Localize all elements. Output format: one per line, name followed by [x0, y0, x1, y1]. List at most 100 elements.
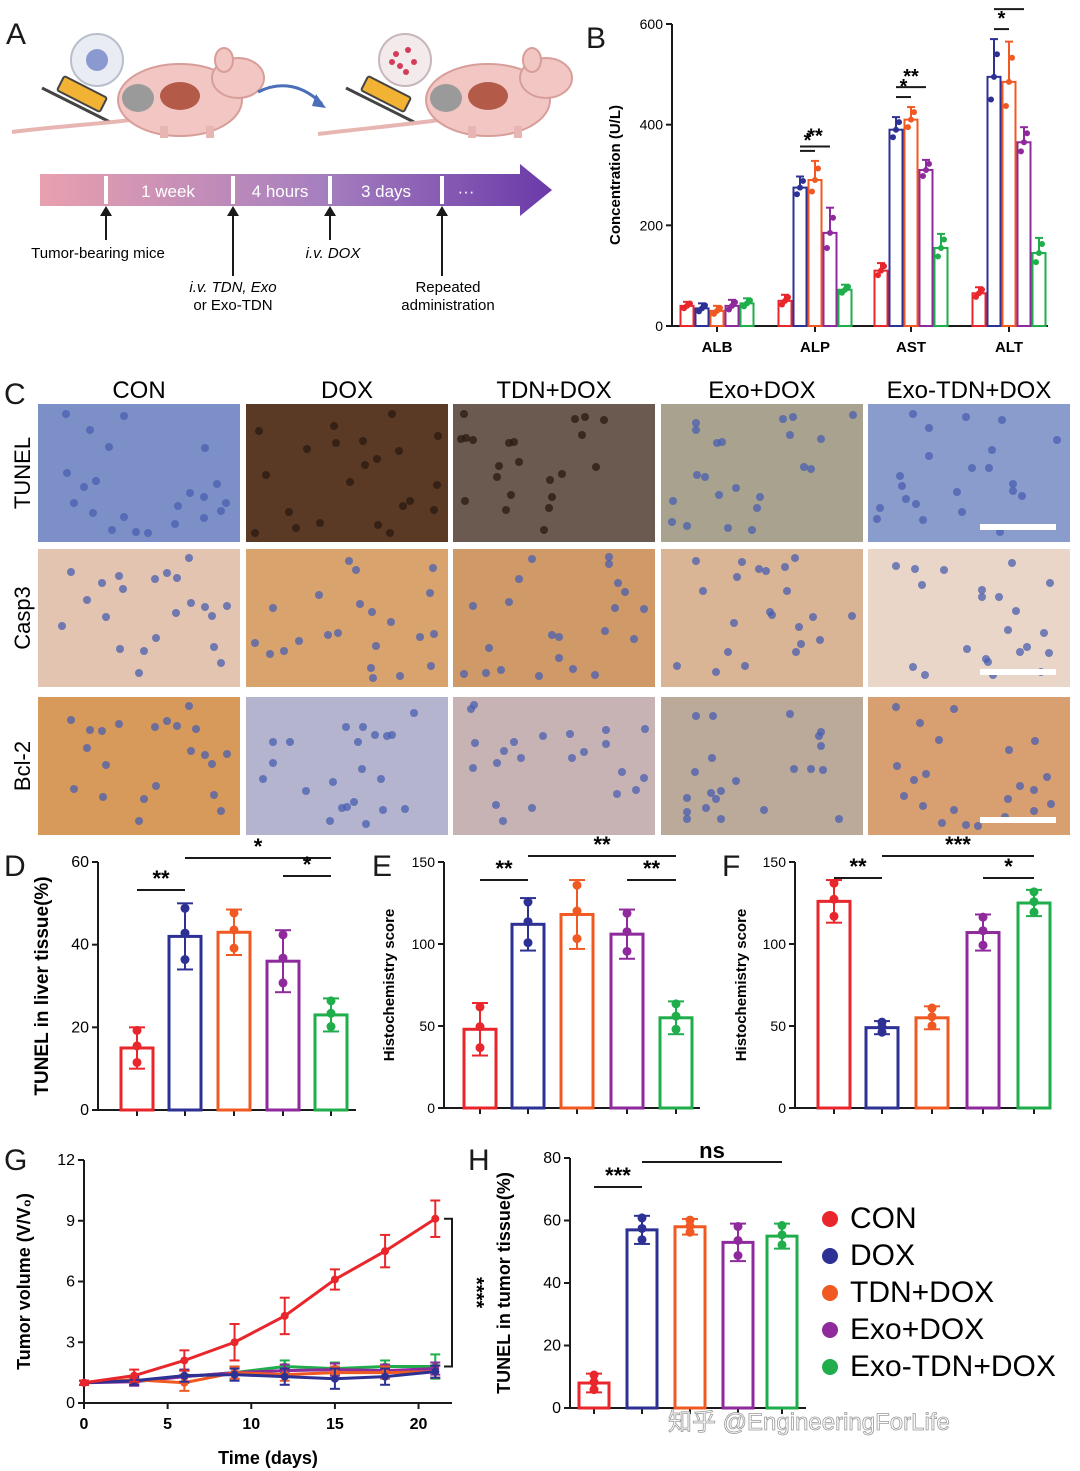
y-tick-label: 600 — [640, 16, 664, 32]
significance-bracket — [444, 1217, 453, 1368]
data-point — [978, 940, 988, 950]
cell-nucleus — [469, 764, 477, 772]
cell-nucleus — [140, 795, 148, 803]
event-label: Tumor-bearing mice — [31, 245, 165, 262]
cell-nucleus — [835, 815, 843, 823]
cell-nucleus — [315, 591, 323, 599]
cell-nucleus — [163, 569, 171, 577]
data-point — [637, 1235, 647, 1245]
data-point — [381, 1372, 390, 1381]
cell-nucleus — [985, 464, 993, 472]
cell-nucleus — [208, 760, 216, 768]
cell-nucleus — [120, 513, 128, 521]
panel-a-schematic: 1 week 4 hours 3 days ··· Tumor-bearing … — [11, 33, 573, 314]
y-axis-label: Histochemistry score — [381, 909, 398, 1062]
histology-image — [453, 549, 655, 687]
significance-label: * — [1004, 854, 1013, 879]
legend-marker-dox — [822, 1248, 838, 1264]
cell-nucleus — [925, 452, 933, 460]
cell-nucleus — [99, 793, 107, 801]
cell-nucleus — [396, 672, 404, 680]
cell-nucleus — [410, 709, 418, 717]
bar-exo-dox — [918, 168, 934, 327]
panel-label-g: G — [4, 1144, 27, 1177]
bar-dox — [864, 1026, 900, 1110]
cell-nucleus — [919, 802, 927, 810]
cell-nucleus — [911, 565, 919, 573]
cell-nucleus — [356, 600, 364, 608]
significance-label: * — [303, 852, 312, 877]
data-point — [935, 253, 941, 260]
y-tick-label: 50 — [770, 1018, 786, 1034]
cell-nucleus — [151, 575, 159, 583]
cell-nucleus — [326, 817, 334, 825]
bar-con — [816, 899, 852, 1110]
bar-exo-dox — [721, 1240, 755, 1410]
cell-nucleus — [900, 792, 908, 800]
cell-nucleus — [67, 568, 75, 576]
cell-nucleus — [201, 603, 209, 611]
cell-nucleus — [292, 524, 300, 532]
data-point — [1006, 78, 1012, 85]
cell-nucleus — [800, 463, 808, 471]
cell-nucleus — [102, 761, 110, 769]
chart-e-casp3-score: 0 50 100 150 Histochemistry score ** ** ** — [381, 832, 700, 1116]
data-point — [132, 1041, 142, 1051]
bar-dox — [888, 128, 904, 327]
cell-nucleus — [507, 491, 515, 499]
legend-marker-con — [822, 1211, 838, 1227]
cell-nucleus — [295, 637, 303, 645]
cell-nucleus — [395, 447, 403, 455]
cell-nucleus — [982, 655, 990, 663]
cell-nucleus — [709, 712, 717, 720]
data-point — [278, 978, 288, 988]
cell-nucleus — [921, 671, 929, 679]
panel-label-e: E — [372, 850, 392, 883]
bar-exo-tdn-dox — [933, 246, 949, 328]
cell-nucleus — [269, 738, 277, 746]
cell-nucleus — [115, 720, 123, 728]
syringe-icon — [41, 33, 124, 124]
cell-nucleus — [1040, 629, 1048, 637]
data-point — [890, 134, 896, 141]
cell-nucleus — [217, 659, 225, 667]
cell-nucleus — [713, 439, 721, 447]
data-point — [637, 1213, 647, 1223]
cell-nucleus — [430, 506, 438, 514]
cell-nucleus — [819, 766, 827, 774]
cell-nucleus — [535, 672, 543, 680]
cell-nucleus — [605, 560, 613, 568]
cell-nucleus — [815, 732, 823, 740]
cell-nucleus — [712, 668, 720, 676]
cell-nucleus — [251, 639, 259, 647]
cell-nucleus — [255, 427, 263, 435]
cell-nucleus — [795, 623, 803, 631]
cell-nucleus — [185, 702, 193, 710]
cell-nucleus — [683, 794, 691, 802]
cell-nucleus — [569, 665, 577, 673]
cell-nucleus — [173, 722, 181, 730]
cell-nucleus — [988, 446, 996, 454]
panel-label-b: B — [586, 22, 606, 55]
cell-nucleus — [591, 671, 599, 679]
significance-label: ** — [593, 832, 611, 857]
cell-nucleus — [329, 778, 337, 786]
cell-nucleus — [1009, 487, 1017, 495]
cell-nucleus — [614, 579, 622, 587]
data-point — [180, 955, 190, 965]
cell-nucleus — [373, 455, 381, 463]
data-point — [785, 294, 791, 301]
cell-nucleus — [715, 491, 723, 499]
cell-nucleus — [1004, 795, 1012, 803]
data-point — [829, 894, 839, 904]
cell-nucleus — [497, 666, 505, 674]
data-point — [1029, 907, 1039, 917]
data-point — [896, 119, 902, 126]
data-point — [702, 302, 708, 309]
cell-nucleus — [1045, 649, 1053, 657]
cell-nucleus — [807, 765, 815, 773]
cell-nucleus — [568, 754, 576, 762]
data-point — [923, 166, 929, 173]
cell-nucleus — [1005, 746, 1013, 754]
cell-nucleus — [741, 662, 749, 670]
